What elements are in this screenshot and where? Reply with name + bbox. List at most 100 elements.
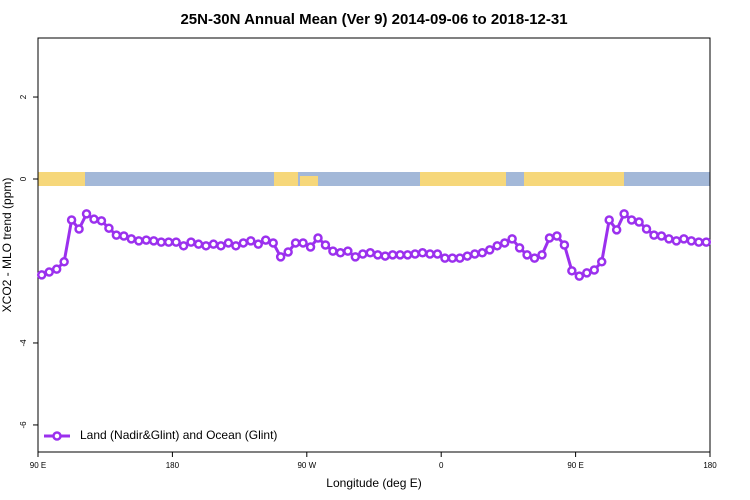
land	[38, 172, 85, 186]
point	[372, 250, 383, 260]
point	[104, 223, 114, 233]
point	[484, 245, 495, 255]
point	[119, 231, 129, 241]
point	[201, 241, 211, 251]
land	[420, 172, 506, 186]
point	[432, 249, 443, 259]
x-axis-label: Longitude (deg E)	[326, 476, 421, 490]
point	[81, 209, 92, 219]
legend-marker	[52, 431, 62, 441]
x-tick-label: 90 E	[567, 461, 583, 470]
point	[447, 253, 458, 263]
point	[470, 249, 480, 259]
point	[186, 237, 196, 247]
point	[507, 234, 517, 244]
x-tick-label: 180	[703, 461, 717, 470]
point	[387, 250, 398, 260]
point	[544, 233, 555, 243]
point	[455, 253, 465, 263]
point	[582, 268, 592, 278]
point	[358, 249, 368, 259]
point	[89, 214, 99, 224]
point	[701, 237, 712, 247]
land-ocean-strip	[38, 172, 710, 186]
point	[283, 247, 293, 257]
point	[96, 216, 107, 226]
land	[300, 176, 318, 186]
point	[320, 240, 331, 250]
point	[268, 238, 278, 248]
point	[298, 238, 308, 248]
point	[156, 237, 166, 247]
point	[619, 209, 629, 219]
point	[246, 236, 256, 246]
point	[365, 248, 376, 258]
point	[178, 241, 189, 251]
point	[148, 236, 159, 246]
point	[589, 265, 600, 275]
x-tick-label: 90 E	[30, 461, 46, 470]
point	[328, 246, 338, 256]
y-axis-label: XCO2 - MLO trend (ppm)	[0, 178, 14, 313]
point	[686, 236, 697, 246]
point	[163, 237, 174, 247]
point	[380, 251, 390, 261]
point	[260, 235, 271, 245]
point	[679, 234, 689, 244]
point	[36, 270, 47, 280]
point	[552, 231, 562, 241]
point	[51, 264, 62, 274]
point	[343, 246, 353, 256]
x-tick-label: 180	[166, 461, 180, 470]
point	[253, 239, 264, 249]
point	[335, 248, 346, 258]
point	[313, 233, 323, 243]
y-tick-label: 0	[19, 176, 28, 181]
point	[208, 239, 219, 249]
point	[514, 243, 525, 253]
point	[134, 236, 144, 246]
point	[44, 267, 54, 277]
point	[59, 257, 69, 267]
point	[529, 253, 540, 263]
point	[522, 250, 532, 260]
legend-label: Land (Nadir&Glint) and Ocean (Glint)	[80, 428, 277, 442]
point	[596, 257, 607, 267]
point	[440, 253, 450, 263]
land	[524, 172, 624, 186]
point	[492, 241, 502, 251]
point	[290, 238, 301, 248]
point	[664, 234, 674, 244]
point	[66, 215, 77, 225]
point	[410, 249, 420, 259]
point	[641, 224, 652, 234]
point	[126, 234, 137, 244]
point	[216, 241, 226, 251]
point	[694, 237, 704, 247]
point	[567, 266, 577, 276]
point	[425, 249, 435, 259]
point	[499, 238, 510, 248]
point	[656, 231, 667, 241]
x-tick-label: 90 W	[297, 461, 316, 470]
point	[649, 230, 659, 240]
point	[604, 215, 614, 225]
point	[574, 271, 585, 281]
y-tick-label: 2	[19, 94, 28, 99]
point	[350, 252, 361, 262]
point	[193, 239, 204, 249]
point	[111, 230, 122, 240]
x-tick-label: 0	[439, 461, 444, 470]
point	[462, 251, 473, 261]
point	[402, 250, 413, 260]
point	[559, 240, 570, 250]
point	[141, 235, 152, 245]
point	[231, 241, 241, 251]
point	[223, 238, 234, 248]
point	[626, 215, 637, 225]
point	[305, 242, 316, 252]
point	[238, 238, 249, 248]
point	[477, 248, 488, 258]
point	[74, 224, 84, 234]
